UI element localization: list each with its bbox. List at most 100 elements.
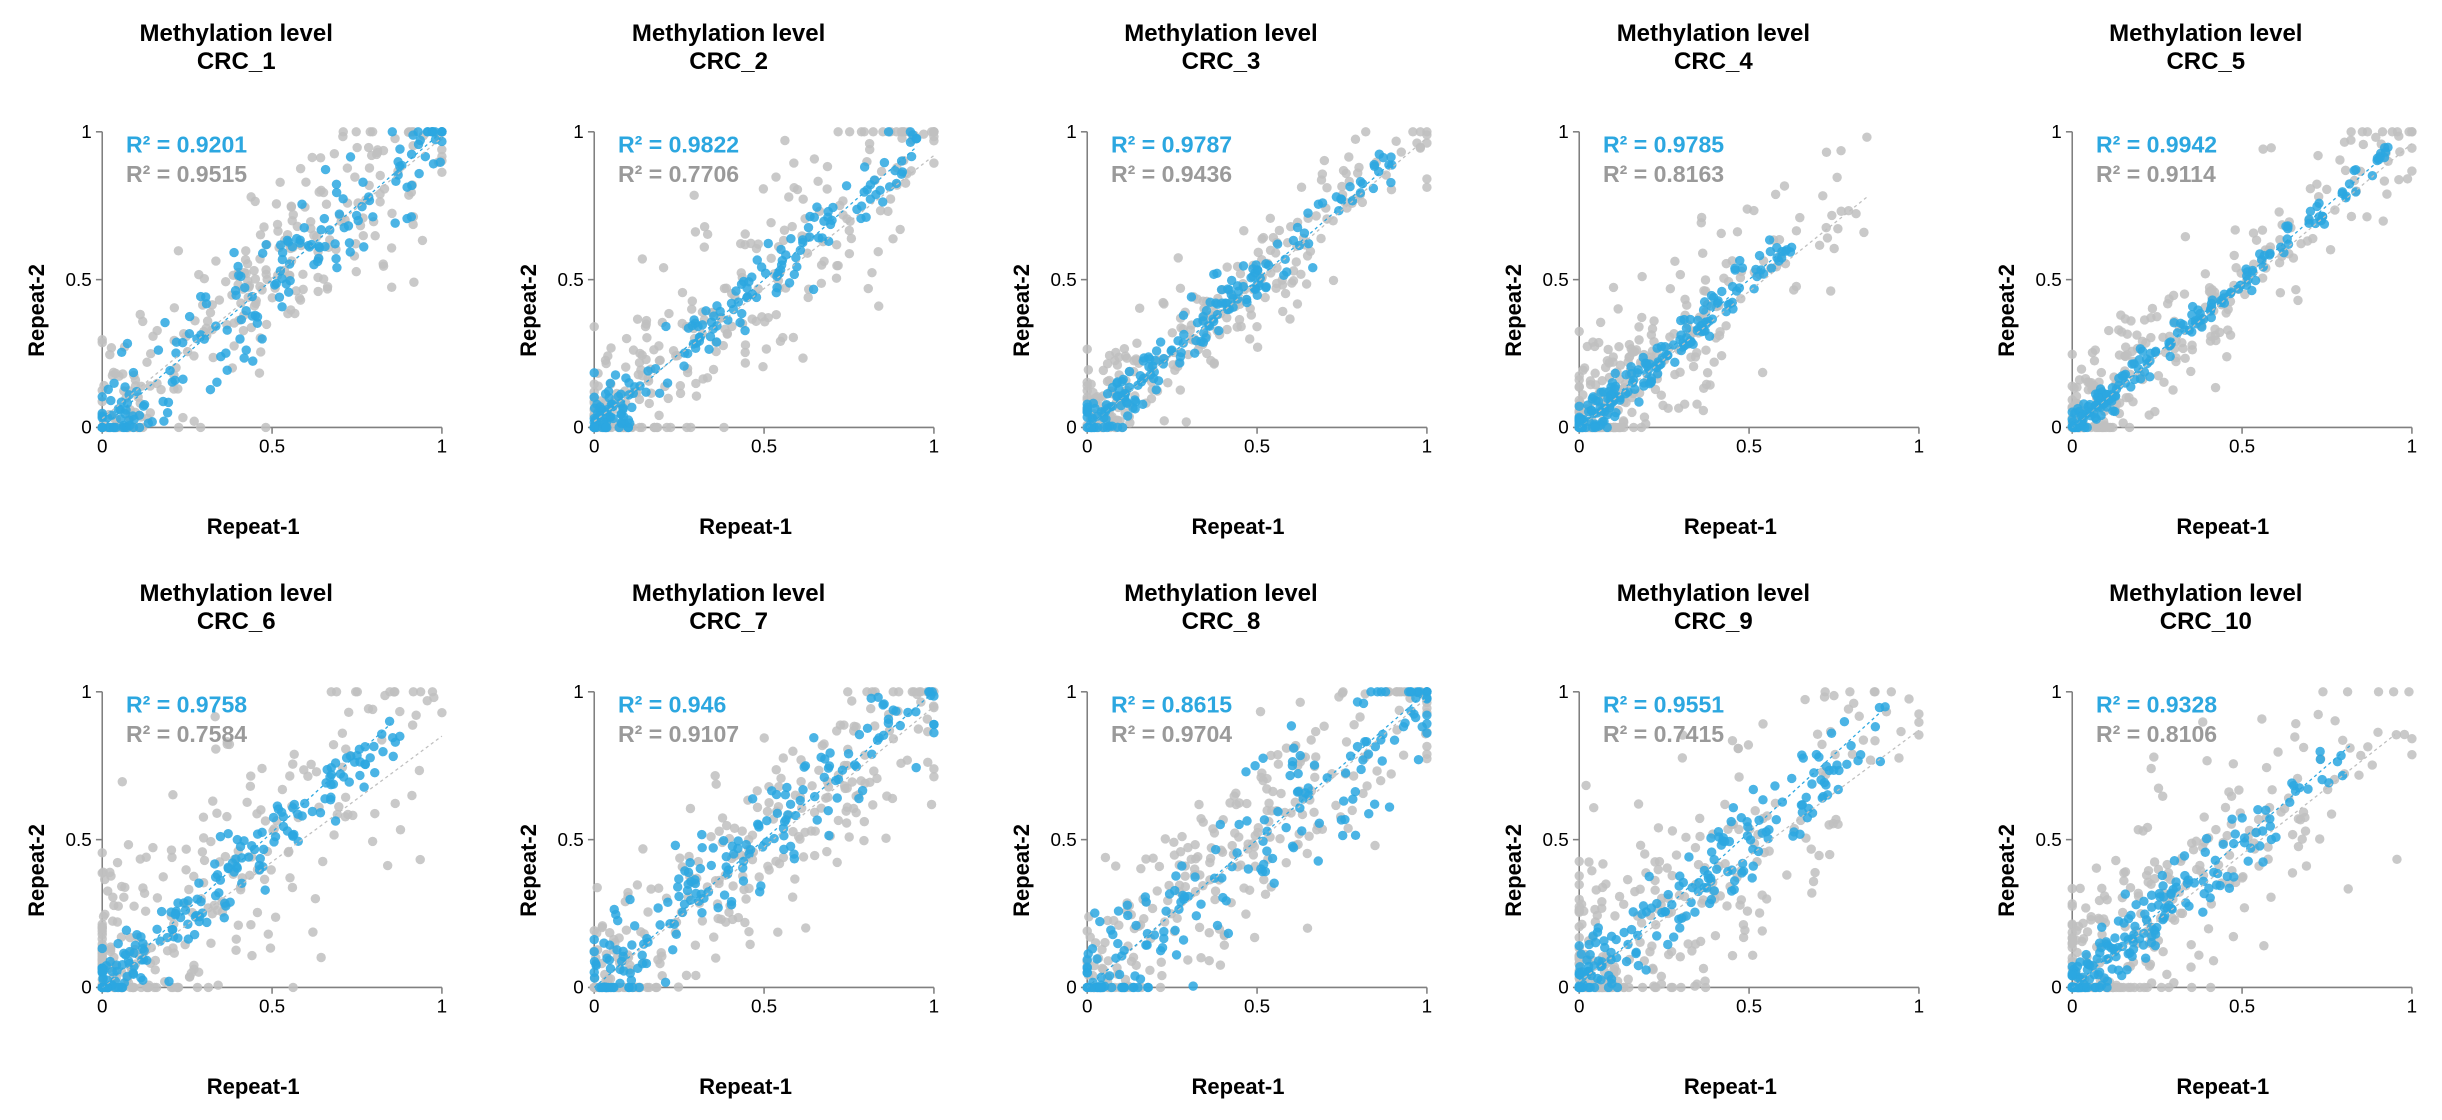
x-axis-label: Repeat-1: [546, 1074, 944, 1100]
panel-title-line2: CRC_9: [1617, 608, 1810, 636]
r2-gray: R² = 0.7415: [1603, 721, 1724, 747]
scatter-grid: Methylation levelCRC_1Repeat-2000.50.511…: [20, 20, 2422, 1100]
panel-title: Methylation levelCRC_9: [1617, 580, 1810, 635]
y-tick-label: 0: [81, 417, 92, 438]
y-tick-label: 0: [1066, 977, 1077, 998]
x-tick-label: 1: [1421, 436, 1432, 457]
scatter-plot: 000.50.511R² = 0.9942R² = 0.9114: [2024, 81, 2422, 512]
x-tick-label: 1: [437, 996, 448, 1017]
plot-column: 000.50.511R² = 0.9785R² = 0.8163Repeat-1: [1531, 81, 1929, 540]
x-tick-label: 0.5: [1244, 436, 1270, 457]
y-tick-label: 0.5: [1543, 269, 1569, 290]
y-axis-label: Repeat-2: [1005, 264, 1039, 357]
y-axis-label: Repeat-2: [1990, 824, 2024, 917]
r2-gray: R² = 0.8106: [2096, 721, 2217, 747]
trend-line-gray: [595, 156, 935, 422]
y-tick-label: 0: [2051, 417, 2062, 438]
panel-title: Methylation levelCRC_8: [1124, 580, 1317, 635]
plot-wrap: Repeat-2000.50.511R² = 0.9942R² = 0.9114…: [1990, 81, 2422, 540]
x-tick-label: 1: [929, 996, 940, 1017]
scatter-panel-CRC_9: Methylation levelCRC_9Repeat-2000.50.511…: [1497, 580, 1929, 1100]
panel-title: Methylation levelCRC_6: [140, 580, 333, 635]
y-axis-label: Repeat-2: [1497, 264, 1531, 357]
y-axis-label: Repeat-2: [1005, 824, 1039, 917]
x-tick-label: 0: [589, 436, 600, 457]
plot-wrap: Repeat-2000.50.511R² = 0.9785R² = 0.8163…: [1497, 81, 1929, 540]
r2-blue: R² = 0.9822: [618, 132, 739, 158]
x-tick-label: 0: [1082, 996, 1093, 1017]
y-axis-label: Repeat-2: [512, 824, 546, 917]
panel-title-line1: Methylation level: [2109, 20, 2302, 48]
scatter-panel-CRC_6: Methylation levelCRC_6Repeat-2000.50.511…: [20, 580, 452, 1100]
y-axis-label: Repeat-2: [512, 264, 546, 357]
panel-title-line1: Methylation level: [2109, 580, 2302, 608]
x-tick-label: 1: [1914, 436, 1925, 457]
x-tick-label: 1: [1914, 996, 1925, 1017]
y-tick-label: 0: [81, 977, 92, 998]
panel-title-line2: CRC_6: [140, 608, 333, 636]
x-axis-label: Repeat-1: [1531, 1074, 1929, 1100]
y-tick-label: 0.5: [66, 269, 92, 290]
scatter-plot: 000.50.511R² = 0.9551R² = 0.7415: [1531, 641, 1929, 1072]
x-axis-label: Repeat-1: [1039, 514, 1437, 540]
x-axis-label: Repeat-1: [546, 514, 944, 540]
x-tick-label: 1: [2406, 996, 2417, 1017]
plot-wrap: Repeat-2000.50.511R² = 0.9758R² = 0.7584…: [20, 641, 452, 1100]
y-tick-label: 0.5: [1050, 269, 1076, 290]
y-axis-label: Repeat-2: [1990, 264, 2024, 357]
plot-column: 000.50.511R² = 0.9201R² = 0.9515Repeat-1: [54, 81, 452, 540]
r2-gray: R² = 0.9704: [1111, 721, 1232, 747]
x-tick-label: 0.5: [1244, 996, 1270, 1017]
scatter-plot: 000.50.511R² = 0.9822R² = 0.7706: [546, 81, 944, 512]
trend-line-gray: [1579, 730, 1919, 981]
r2-blue: R² = 0.9201: [126, 132, 247, 158]
y-axis-label: Repeat-2: [1497, 824, 1531, 917]
y-tick-label: 0.5: [558, 829, 584, 850]
x-tick-label: 0: [1082, 436, 1093, 457]
y-tick-label: 0: [2051, 977, 2062, 998]
x-axis-label: Repeat-1: [1039, 1074, 1437, 1100]
panel-title-line2: CRC_3: [1124, 48, 1317, 76]
x-tick-label: 1: [2406, 436, 2417, 457]
r2-blue: R² = 0.9551: [1603, 692, 1724, 718]
trend-line-blue: [1579, 708, 1885, 987]
x-tick-label: 0: [2067, 996, 2078, 1017]
x-axis-label: Repeat-1: [54, 514, 452, 540]
y-tick-label: 0.5: [1543, 829, 1569, 850]
x-tick-label: 0.5: [1736, 436, 1762, 457]
panel-title-line2: CRC_10: [2109, 608, 2302, 636]
panel-title-line2: CRC_2: [632, 48, 825, 76]
panel-title-line1: Methylation level: [1124, 580, 1317, 608]
scatter-plot: 000.50.511R² = 0.9758R² = 0.7584: [54, 641, 452, 1072]
panel-title-line2: CRC_1: [140, 48, 333, 76]
y-tick-label: 0: [1558, 417, 1569, 438]
panel-title: Methylation levelCRC_7: [632, 580, 825, 635]
panel-title-line2: CRC_7: [632, 608, 825, 636]
panel-title-line2: CRC_4: [1617, 48, 1810, 76]
x-tick-label: 0.5: [751, 436, 777, 457]
scatter-plot: 000.50.511R² = 0.9328R² = 0.8106: [2024, 641, 2422, 1072]
scatter-panel-CRC_3: Methylation levelCRC_3Repeat-2000.50.511…: [1005, 20, 1437, 540]
panel-title: Methylation levelCRC_4: [1617, 20, 1810, 75]
scatter-panel-CRC_1: Methylation levelCRC_1Repeat-2000.50.511…: [20, 20, 452, 540]
r2-blue: R² = 0.9787: [1111, 132, 1232, 158]
panel-title: Methylation levelCRC_10: [2109, 580, 2302, 635]
scatter-plot: 000.50.511R² = 0.946R² = 0.9107: [546, 641, 944, 1072]
r2-blue: R² = 0.9942: [2096, 132, 2217, 158]
r2-gray: R² = 0.7584: [126, 721, 247, 747]
r2-blue: R² = 0.8615: [1111, 692, 1232, 718]
panel-title-line1: Methylation level: [1617, 20, 1810, 48]
x-tick-label: 0.5: [2229, 996, 2255, 1017]
scatter-plot: 000.50.511R² = 0.9787R² = 0.9436: [1039, 81, 1437, 512]
x-tick-label: 0: [2067, 436, 2078, 457]
y-tick-label: 0: [574, 417, 585, 438]
y-tick-label: 1: [1066, 681, 1077, 702]
y-tick-label: 1: [1558, 681, 1569, 702]
x-tick-label: 0.5: [1736, 996, 1762, 1017]
panel-title: Methylation levelCRC_5: [2109, 20, 2302, 75]
scatter-panel-CRC_10: Methylation levelCRC_10Repeat-2000.50.51…: [1990, 580, 2422, 1100]
panel-title: Methylation levelCRC_3: [1124, 20, 1317, 75]
y-tick-label: 1: [81, 121, 92, 142]
panel-title-line2: CRC_8: [1124, 608, 1317, 636]
r2-blue: R² = 0.9758: [126, 692, 247, 718]
